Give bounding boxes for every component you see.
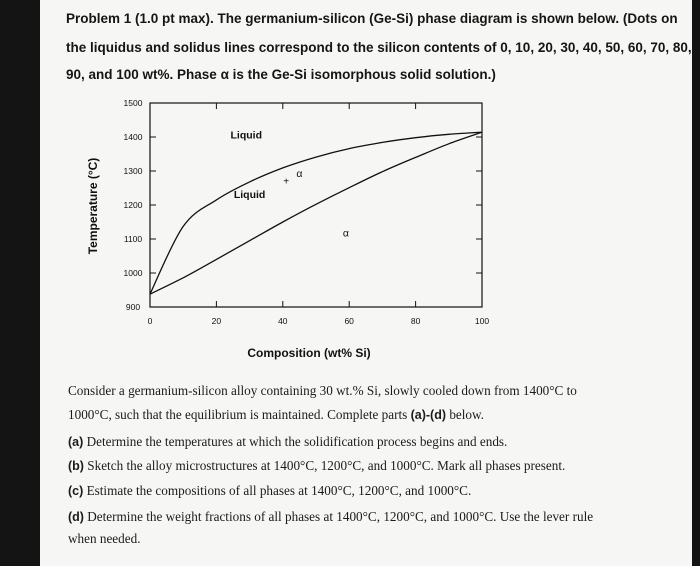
- x-tick-label: 80: [411, 316, 421, 326]
- x-tick-label: 60: [344, 316, 354, 326]
- plot-frame: [149, 102, 483, 308]
- solidus-line: [149, 131, 483, 295]
- alpha-region-label: α: [343, 227, 349, 239]
- y-tick-label: 900: [126, 302, 140, 312]
- question-b: (b) Sketch the alloy microstructures at …: [68, 458, 566, 473]
- y-tick-label: 1300: [124, 166, 143, 176]
- y-tick-label: 1100: [124, 234, 143, 244]
- question-c: (c) Estimate the compositions of all pha…: [68, 483, 472, 498]
- liquidus-line: [149, 131, 483, 295]
- liquid-label-two-phase: Liquid: [234, 189, 266, 201]
- x-axis-label: Composition (wt% Si): [247, 346, 370, 360]
- liquid-region-label: Liquid: [231, 130, 263, 142]
- question-d: (d) Determine the weight fractions of al…: [68, 509, 594, 524]
- question-d-continued: when needed.: [68, 531, 141, 546]
- plus-label: +: [283, 177, 289, 188]
- alpha-label: α: [296, 168, 302, 180]
- y-axis-label: Temperature (°C): [86, 158, 100, 255]
- problem-line-1: Problem 1 (1.0 pt max). The germanium-si…: [66, 11, 678, 26]
- intro-line-1: Consider a germanium-silicon alloy conta…: [68, 383, 577, 398]
- worksheet-page: [40, 0, 692, 566]
- y-tick-label: 1200: [124, 200, 143, 210]
- y-tick-label: 1500: [124, 98, 143, 108]
- y-tick-label: 1000: [124, 268, 143, 278]
- y-tick-label: 1400: [124, 132, 143, 142]
- x-tick-label: 100: [475, 316, 489, 326]
- problem-line-2: the liquidus and solidus lines correspon…: [66, 40, 692, 55]
- x-tick-label: 20: [212, 316, 222, 326]
- intro-line-2: 1000°C, such that the equilibrium is mai…: [68, 407, 484, 422]
- x-tick-label: 0: [148, 316, 153, 326]
- x-tick-label: 40: [278, 316, 288, 326]
- problem-line-3: 90, and 100 wt%. Phase α is the Ge-Si is…: [66, 67, 496, 82]
- question-a: (a) Determine the temperatures at which …: [68, 434, 508, 449]
